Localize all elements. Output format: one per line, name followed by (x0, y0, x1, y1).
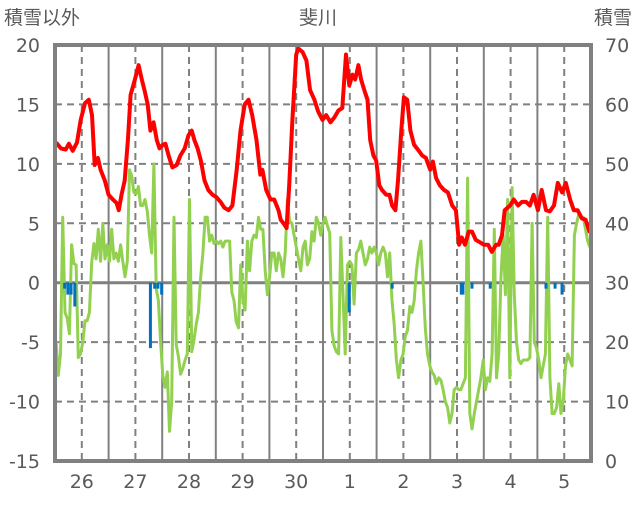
blue-bar (553, 282, 557, 289)
y-tick-label: 20 (16, 35, 40, 57)
blue-bar (560, 282, 564, 295)
y2-tick-label: 50 (605, 154, 629, 176)
blue-bar (160, 282, 164, 295)
x-tick-label: 28 (177, 471, 201, 493)
y-tick-label: 5 (28, 213, 40, 235)
y2-tick-label: 60 (605, 94, 629, 116)
y-tick-label: 10 (16, 154, 40, 176)
y2-tick-label: 70 (605, 35, 629, 57)
x-tick-label: 5 (558, 471, 570, 493)
y-tick-label: -5 (21, 332, 40, 354)
y2-tick-label: 30 (605, 273, 629, 295)
y-tick-label: -10 (9, 392, 40, 414)
y2-tick-label: 40 (605, 213, 629, 235)
blue-bar (488, 282, 492, 289)
blue-bar (544, 282, 548, 289)
x-tick-label: 27 (123, 471, 147, 493)
x-tick-label: 26 (70, 471, 94, 493)
x-tick-label: 1 (344, 471, 356, 493)
x-tick-label: 30 (284, 471, 308, 493)
left-axis-title: 積雪以外 (4, 7, 80, 29)
green-line (54, 162, 592, 433)
y-tick-label: 0 (28, 273, 40, 295)
blue-bar (69, 282, 73, 295)
blue-bar (156, 282, 160, 289)
blue-bar (461, 282, 465, 295)
blue-bar (470, 282, 474, 289)
plot-frame (53, 43, 593, 463)
blue-bar (148, 282, 152, 349)
red-line (54, 46, 592, 254)
y-tick-label: 15 (16, 94, 40, 116)
x-tick-label: 2 (397, 471, 409, 493)
chart-title: 斐川 (299, 7, 337, 29)
x-tick-label: 29 (231, 471, 255, 493)
blue-bar (66, 282, 70, 295)
blue-bar (390, 282, 394, 289)
blue-bar (459, 282, 463, 295)
y2-tick-label: 0 (605, 451, 617, 473)
x-tick-label: 3 (451, 471, 463, 493)
blue-bar (73, 282, 77, 307)
x-tick-label: 4 (505, 471, 517, 493)
y-tick-label: -15 (9, 451, 40, 473)
blue-bar (153, 282, 157, 289)
y2-tick-label: 20 (605, 332, 629, 354)
y2-tick-label: 10 (605, 392, 629, 414)
blue-bar (347, 282, 351, 313)
blue-bar (63, 282, 67, 289)
right-axis-title: 積雪 (594, 7, 632, 29)
